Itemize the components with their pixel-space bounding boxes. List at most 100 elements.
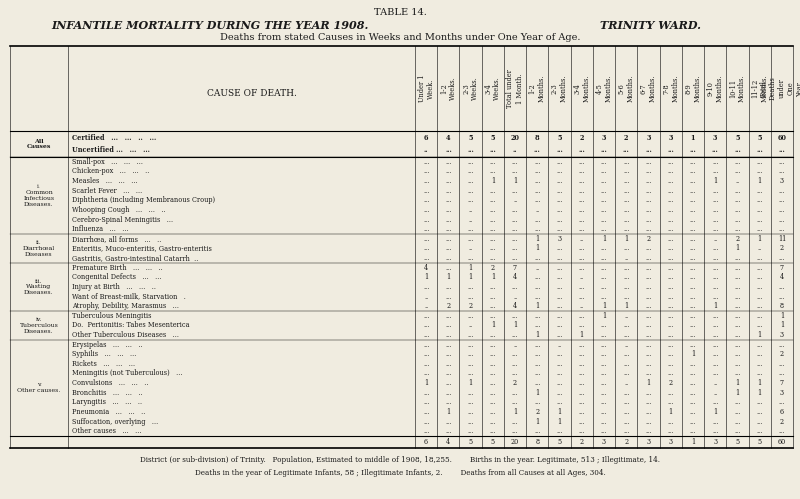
Text: ...: ... (690, 254, 696, 262)
Text: 4: 4 (446, 134, 450, 142)
Text: ...: ... (667, 216, 674, 224)
Text: ...: ... (445, 369, 451, 377)
Text: 5: 5 (558, 134, 562, 142)
Text: Gastritis, Gastro-intestinal Catarrh  ..: Gastritis, Gastro-intestinal Catarrh .. (72, 254, 198, 262)
Text: ...: ... (490, 245, 496, 252)
Text: ...: ... (490, 225, 496, 233)
Text: 1: 1 (535, 389, 539, 397)
Text: ...: ... (490, 302, 496, 310)
Text: 5: 5 (468, 134, 473, 142)
Text: ...: ... (445, 196, 451, 204)
Text: ...: ... (512, 418, 518, 426)
Text: ...: ... (467, 168, 474, 176)
Text: ...: ... (490, 427, 496, 435)
Text: ...: ... (423, 283, 430, 291)
Text: 5: 5 (558, 438, 562, 446)
Text: ...: ... (734, 206, 741, 214)
Text: ...: ... (578, 254, 585, 262)
Text: ...: ... (712, 350, 718, 358)
Text: ...: ... (445, 245, 451, 252)
Text: ...: ... (467, 283, 474, 291)
Text: Deaths from stated Causes in Weeks and Months under One Year of Age.: Deaths from stated Causes in Weeks and M… (220, 33, 580, 42)
Text: ...: ... (490, 341, 496, 349)
Text: ...: ... (712, 369, 718, 377)
Text: ...: ... (667, 389, 674, 397)
Text: ...: ... (734, 225, 741, 233)
Text: ...: ... (534, 350, 541, 358)
Text: ...: ... (556, 206, 562, 214)
Text: ...: ... (623, 245, 630, 252)
Text: Other Tuberculous Diseases   ...: Other Tuberculous Diseases ... (72, 331, 179, 339)
Text: ...: ... (467, 147, 474, 155)
Text: ...: ... (534, 369, 541, 377)
Text: ...: ... (423, 158, 430, 166)
Text: ...: ... (445, 312, 451, 320)
Text: Syphilis   ...   ...   ...: Syphilis ... ... ... (72, 350, 136, 358)
Text: ...: ... (601, 225, 607, 233)
Text: i.
Common
Infectious
Diseases.: i. Common Infectious Diseases. (23, 184, 54, 207)
Text: ...: ... (667, 350, 674, 358)
Text: ...: ... (690, 263, 696, 271)
Text: ...: ... (601, 408, 607, 416)
Text: ...: ... (646, 254, 652, 262)
Text: ...: ... (423, 341, 430, 349)
Text: ...: ... (423, 427, 430, 435)
Text: ...: ... (445, 235, 451, 243)
Text: 7: 7 (513, 263, 517, 271)
Text: ..: .. (624, 312, 628, 320)
Text: ...: ... (556, 263, 562, 271)
Text: Diphtheria (including Membranous Croup): Diphtheria (including Membranous Croup) (72, 196, 215, 204)
Text: ...: ... (490, 331, 496, 339)
Text: 1: 1 (691, 350, 695, 358)
Text: ...: ... (556, 350, 562, 358)
Text: ...: ... (667, 187, 674, 195)
Text: ...: ... (578, 350, 585, 358)
Text: ...: ... (667, 341, 674, 349)
Text: 2: 2 (513, 379, 517, 387)
Text: 3: 3 (646, 438, 650, 446)
Text: ...: ... (623, 158, 630, 166)
Text: ...: ... (490, 292, 496, 300)
Text: ...: ... (667, 369, 674, 377)
Text: ...: ... (734, 331, 741, 339)
Text: ...: ... (712, 418, 718, 426)
Text: 2: 2 (624, 134, 629, 142)
Text: ...: ... (690, 341, 696, 349)
Text: ...: ... (423, 206, 430, 214)
Text: ...: ... (601, 427, 607, 435)
Text: 2: 2 (490, 263, 495, 271)
Text: ...: ... (757, 225, 763, 233)
Text: 1-2
Weeks.: 1-2 Weeks. (440, 77, 457, 100)
Text: Bronchitis   ...   ...   ..: Bronchitis ... ... .. (72, 389, 142, 397)
Text: ...: ... (734, 427, 741, 435)
Text: ...: ... (646, 312, 652, 320)
Text: ..: .. (535, 263, 539, 271)
Text: ...: ... (623, 216, 630, 224)
Text: ...: ... (690, 168, 696, 176)
Text: ...: ... (423, 245, 430, 252)
Text: ...: ... (467, 331, 474, 339)
Text: ...: ... (601, 245, 607, 252)
Text: ...: ... (690, 206, 696, 214)
Text: ...: ... (512, 245, 518, 252)
Text: 1: 1 (713, 302, 718, 310)
Text: ...: ... (757, 254, 763, 262)
Text: ..: .. (513, 196, 517, 204)
Text: 2: 2 (579, 134, 584, 142)
Text: ...: ... (490, 360, 496, 368)
Text: ...: ... (734, 341, 741, 349)
Text: ...: ... (623, 273, 630, 281)
Text: 1: 1 (713, 408, 718, 416)
Text: ...: ... (534, 292, 541, 300)
Text: 1: 1 (758, 177, 762, 185)
Text: CAUSE OF DEATH.: CAUSE OF DEATH. (206, 89, 297, 98)
Text: ...: ... (734, 254, 741, 262)
Text: 1: 1 (469, 273, 473, 281)
Text: ...: ... (778, 254, 785, 262)
Text: ...: ... (556, 369, 562, 377)
Text: ...: ... (512, 369, 518, 377)
Text: ...: ... (490, 168, 496, 176)
Text: ...: ... (778, 341, 785, 349)
Text: ...: ... (556, 379, 562, 387)
Text: 6-7
Months.: 6-7 Months. (640, 75, 657, 102)
